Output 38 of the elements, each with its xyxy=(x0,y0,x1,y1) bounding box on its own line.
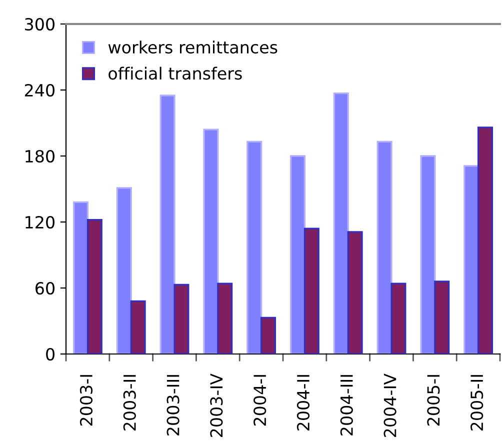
bar xyxy=(420,155,436,354)
x-tick-label: 2003-II xyxy=(123,375,136,430)
bar xyxy=(203,128,219,354)
bar xyxy=(72,201,89,354)
y-tick-label: 180 xyxy=(26,150,54,163)
y-tick-label: 300 xyxy=(25,18,54,31)
x-tick-label: 2003-I xyxy=(80,375,93,426)
bar xyxy=(333,92,349,354)
bar xyxy=(290,155,306,354)
bar xyxy=(86,218,102,354)
bar xyxy=(217,282,233,354)
x-tick-label: 2005-I xyxy=(427,375,440,426)
y-tick-label: 120 xyxy=(26,216,54,229)
bar xyxy=(116,187,132,354)
legend-label: official transfers xyxy=(108,66,242,80)
x-tick-label: 2005-II xyxy=(470,375,484,430)
bar xyxy=(390,282,406,354)
bar xyxy=(376,140,392,354)
bar xyxy=(304,228,320,354)
bar xyxy=(464,165,480,354)
x-tick-label: 2004-IV xyxy=(384,374,396,437)
y-tick-label: 0 xyxy=(46,348,54,361)
bar xyxy=(174,284,190,354)
bar xyxy=(477,126,494,354)
legend-label: workers remittances xyxy=(108,40,278,54)
x-tick-label: 2004-III xyxy=(340,375,353,436)
x-tick-label: 2003-IV xyxy=(210,374,223,437)
y-tick-label: 60 xyxy=(36,282,54,295)
bar xyxy=(260,316,276,354)
x-tick-label: 2003-III xyxy=(166,375,180,436)
bar xyxy=(160,94,176,354)
x-tick-label: 2004-II xyxy=(296,375,310,430)
x-tick-label: 2004-I xyxy=(254,375,266,426)
bar xyxy=(347,231,363,354)
bar xyxy=(246,140,262,354)
bar xyxy=(130,300,146,354)
bar xyxy=(434,280,450,354)
y-tick-label: 240 xyxy=(24,84,54,97)
